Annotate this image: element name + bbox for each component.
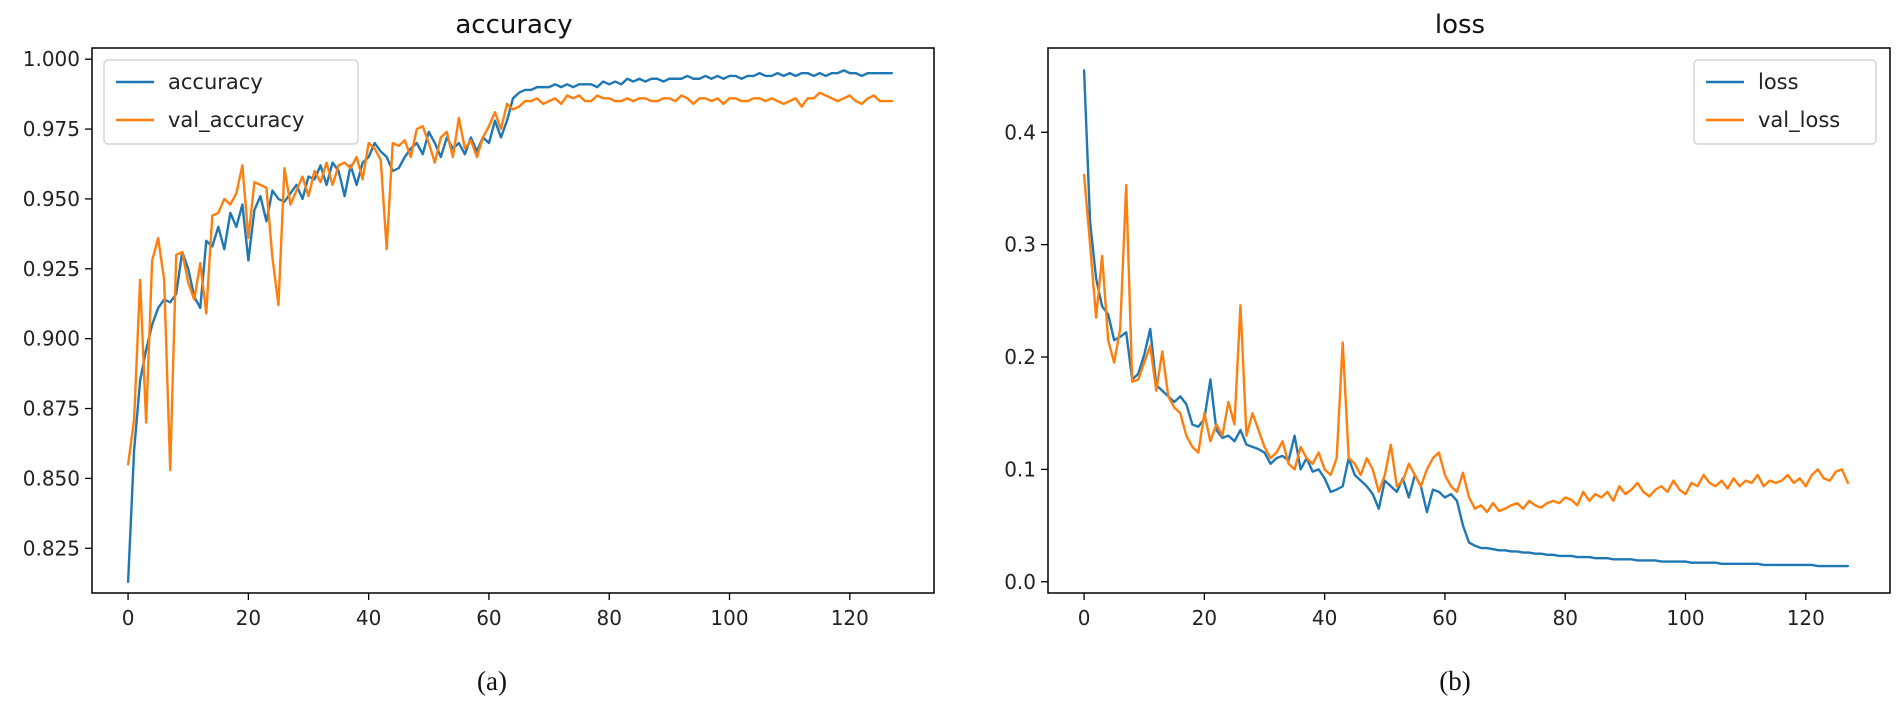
loss-legend-label-loss: loss (1758, 70, 1799, 94)
accuracy-legend-box (103, 59, 359, 145)
loss-x-tick-label: 20 (1192, 606, 1217, 630)
accuracy-legend: accuracy val_accuracy (103, 59, 359, 145)
accuracy-y-tick-label: 1.000 (23, 47, 80, 71)
accuracy-y-tick-label: 0.900 (23, 327, 80, 351)
loss-y-tick-label: 0.4 (1004, 120, 1036, 144)
loss-series-line-val-loss (1082, 173, 1850, 514)
accuracy-chart-panel: accuracy 0 20 40 60 80 100 1200.8250.8500.8750… (23, 10, 935, 696)
loss-legend-label-val-loss: val_loss (1758, 108, 1840, 133)
loss-x-tick-label: 60 (1432, 606, 1457, 630)
accuracy-axes-frame (91, 47, 935, 594)
loss-y-tick-label: 0.2 (1004, 345, 1036, 369)
loss-y-tick-label: 0.1 (1004, 457, 1036, 481)
loss-panel-caption: (b) (1439, 666, 1470, 696)
loss-x-tick-label: 80 (1553, 606, 1578, 630)
accuracy-x-tick-label: 100 (710, 606, 748, 630)
accuracy-chart-title: accuracy (455, 10, 572, 40)
accuracy-y-tick-label: 0.825 (23, 536, 80, 560)
loss-x-tick-label: 100 (1666, 606, 1704, 630)
accuracy-panel-caption: (a) (477, 666, 507, 696)
accuracy-x-tick-label: 0 (122, 606, 135, 630)
loss-y-tick-label: 0.3 (1004, 233, 1036, 257)
accuracy-y-tick-label: 0.975 (23, 117, 80, 141)
accuracy-plot-area: 0 20 40 60 80 100 120 0.825 0.850 0.875 0.900 0.925… (23, 47, 894, 630)
accuracy-y-tick-label: 0.850 (23, 466, 80, 490)
accuracy-y-tick-label: 0.925 (23, 257, 80, 281)
loss-series-line-loss (1082, 69, 1850, 568)
loss-legend: loss val_loss (1693, 59, 1877, 145)
loss-axes-frame (1047, 47, 1891, 594)
loss-chart-title: loss (1435, 10, 1485, 40)
accuracy-x-tick-label: 80 (597, 606, 622, 630)
accuracy-x-tick-label: 120 (831, 606, 869, 630)
loss-chart-panel: loss 0 20 40 60 80 100 120 0.0 0.1 0.2 0.3 0.4 loss… (1004, 10, 1891, 696)
loss-plot-area: 0 20 40 60 80 100 120 0.0 0.1 0.2 0.3 0.4 (1004, 69, 1850, 630)
loss-x-tick-label: 120 (1787, 606, 1825, 630)
accuracy-y-tick-label: 0.950 (23, 187, 80, 211)
loss-y-tick-label: 0.0 (1004, 570, 1036, 594)
accuracy-x-tick-label: 40 (356, 606, 381, 630)
accuracy-y-tick-label: 0.875 (23, 397, 80, 421)
accuracy-x-tick-label: 20 (236, 606, 261, 630)
accuracy-series-line-val-accuracy (126, 91, 894, 472)
accuracy-series-line-accuracy (126, 69, 894, 584)
accuracy-legend-label-val-accuracy: val_accuracy (168, 108, 304, 133)
loss-x-tick-label: 40 (1312, 606, 1337, 630)
loss-x-tick-label: 0 (1078, 606, 1091, 630)
accuracy-x-tick-label: 60 (476, 606, 501, 630)
accuracy-legend-label-accuracy: accuracy (168, 70, 263, 94)
